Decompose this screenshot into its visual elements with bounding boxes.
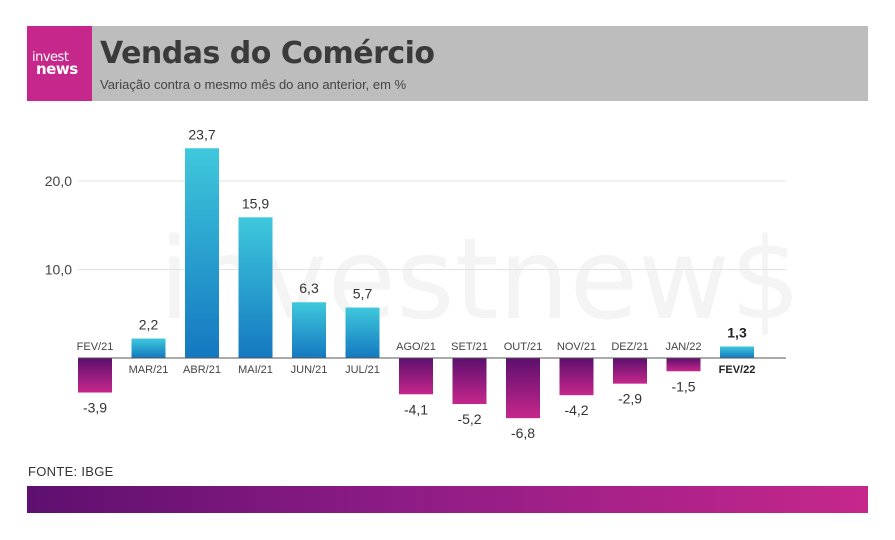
category-label: MAR/21 <box>129 364 169 376</box>
bar <box>452 358 487 405</box>
value-label: 6,3 <box>299 280 319 296</box>
bar <box>506 358 540 419</box>
bar <box>720 346 754 358</box>
category-label: MAI/21 <box>238 364 273 376</box>
source-note: FONTE: IBGE <box>28 464 114 479</box>
bar <box>559 358 594 396</box>
category-label: OUT/21 <box>504 341 543 353</box>
chart-header: invest news Vendas do Comércio Variação … <box>27 26 868 101</box>
bar <box>345 307 380 358</box>
bar <box>131 338 166 358</box>
category-label: FEV/21 <box>77 341 114 353</box>
value-label: -4,2 <box>564 402 588 418</box>
value-label: -6,8 <box>511 425 535 441</box>
value-label: 23,7 <box>188 126 215 142</box>
bar <box>292 302 326 358</box>
bar <box>185 148 219 358</box>
category-label: NOV/21 <box>557 341 596 353</box>
bar <box>238 217 273 358</box>
value-label: 1,3 <box>727 324 747 340</box>
category-label: JAN/22 <box>665 341 701 353</box>
chart-subtitle: Variação contra o mesmo mês do ano anter… <box>100 77 407 92</box>
footer-gradient-bar <box>27 486 868 513</box>
bar <box>666 358 701 372</box>
category-label: SET/21 <box>451 341 488 353</box>
category-label: FEV/22 <box>719 364 756 376</box>
investnews-logo: invest news <box>27 26 92 101</box>
category-label: DEZ/21 <box>611 341 648 353</box>
logo-text-invest: invest <box>32 50 69 65</box>
category-label: JUN/21 <box>291 364 328 376</box>
y-tick-label: 10,0 <box>45 262 72 278</box>
chart-title: Vendas do Comércio <box>100 36 435 71</box>
bar <box>78 358 112 393</box>
bar <box>399 358 433 395</box>
category-label: ABR/21 <box>183 364 221 376</box>
value-label: -1,5 <box>671 378 695 394</box>
y-tick-label: 20,0 <box>45 173 72 189</box>
bar <box>613 358 647 384</box>
category-label: AGO/21 <box>396 341 436 353</box>
value-label: -3,9 <box>83 400 107 416</box>
value-label: 2,2 <box>139 317 159 333</box>
value-label: 5,7 <box>353 286 373 302</box>
value-label: -5,2 <box>457 411 481 427</box>
category-label: JUL/21 <box>345 364 380 376</box>
value-label: 15,9 <box>242 195 269 211</box>
logo-text-news: news <box>36 60 78 78</box>
value-label: -4,1 <box>404 401 428 417</box>
value-label: -2,9 <box>618 391 642 407</box>
